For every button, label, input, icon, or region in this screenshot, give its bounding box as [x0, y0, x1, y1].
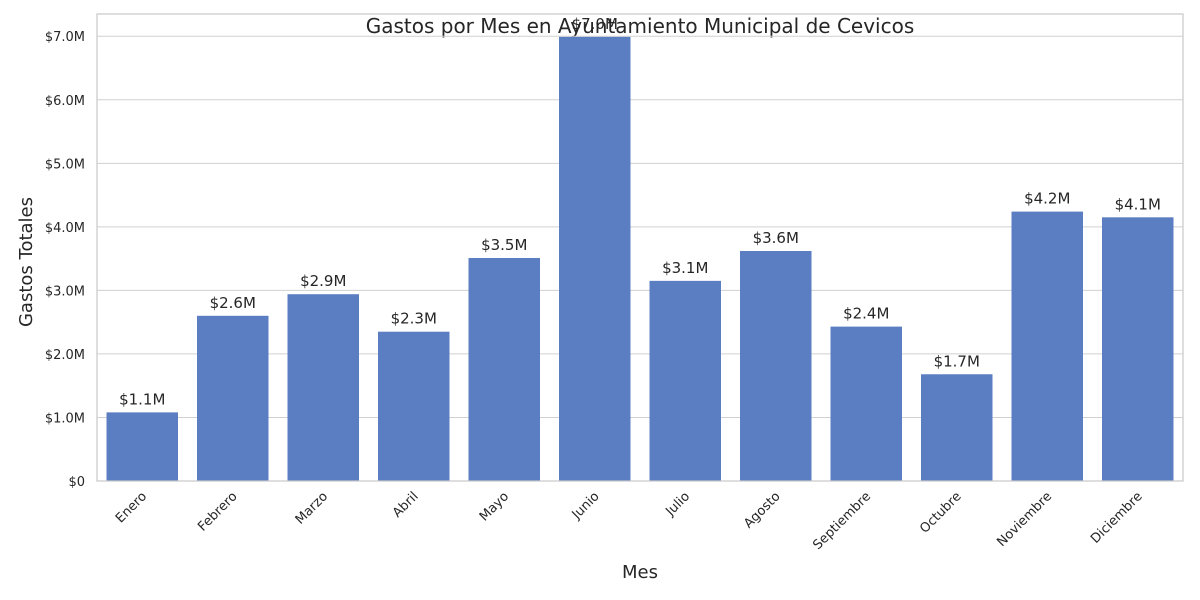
bar	[287, 294, 359, 481]
data-label: $1.1M	[119, 390, 165, 408]
y-axis-label: Gastos Totales	[16, 197, 37, 327]
data-label: $3.6M	[753, 229, 799, 247]
data-label: $2.4M	[843, 305, 889, 323]
gridlines	[97, 35, 1183, 482]
data-label: $2.9M	[300, 272, 346, 290]
x-tick-label: Agosto	[741, 489, 783, 531]
data-label: $2.3M	[391, 310, 437, 328]
y-tick-label: $0	[68, 475, 85, 490]
x-tick-label: Julio	[662, 489, 693, 520]
y-tick-label: $4.0M	[45, 221, 85, 236]
y-tick-label: $5.0M	[45, 157, 85, 172]
x-axis-label: Mes	[622, 562, 658, 583]
data-label: $4.1M	[1115, 195, 1161, 213]
x-tick-label: Abril	[390, 489, 422, 521]
x-tick-label: Enero	[113, 489, 150, 526]
x-tick-labels: Enero Febrero Marzo Abril Mayo Junio Julio Agos…	[113, 489, 1146, 553]
data-label: $1.7M	[934, 352, 980, 370]
x-tick-label: Junio	[569, 489, 603, 523]
bar	[197, 315, 269, 481]
bar	[921, 374, 993, 481]
data-labels: $1.1M $2.6M $2.9M $2.3M $3.5M $7.0M $3.1M $3.6M…	[119, 15, 1161, 409]
x-tick-label: Marzo	[293, 489, 331, 527]
x-tick-label: Febrero	[195, 489, 240, 534]
chart-title: Gastos por Mes en Ayuntamiento Municipal…	[366, 14, 915, 38]
y-tick-labels: $0 $1.0M $2.0M $3.0M $4.0M $5.0M $6.0M $7.0M	[45, 30, 85, 490]
data-label: $2.6M	[210, 294, 256, 312]
x-tick-label: Noviembre	[994, 489, 1055, 550]
x-tick-label: Septiembre	[810, 489, 874, 553]
x-tick-label: Diciembre	[1088, 489, 1146, 547]
y-tick-label: $7.0M	[45, 30, 85, 45]
data-label: $7.0M	[572, 15, 618, 33]
plot-frame	[96, 13, 1184, 482]
x-tick-label: Octubre	[917, 489, 964, 536]
bar	[830, 326, 902, 481]
bar	[1011, 211, 1083, 481]
y-tick-label: $1.0M	[45, 411, 85, 426]
data-label: $3.5M	[481, 236, 527, 254]
bars	[106, 36, 1174, 481]
y-tick-label: $3.0M	[45, 284, 85, 299]
bar	[1102, 217, 1174, 481]
data-label: $3.1M	[662, 259, 708, 277]
y-tick-label: $6.0M	[45, 94, 85, 109]
x-tick-label: Mayo	[477, 489, 512, 524]
bar	[740, 250, 812, 481]
bar	[106, 412, 178, 481]
y-tick-label: $2.0M	[45, 348, 85, 363]
data-label: $4.2M	[1024, 190, 1070, 208]
bar	[559, 36, 631, 481]
bar	[378, 331, 450, 481]
bar	[649, 280, 721, 481]
bar	[468, 257, 540, 481]
